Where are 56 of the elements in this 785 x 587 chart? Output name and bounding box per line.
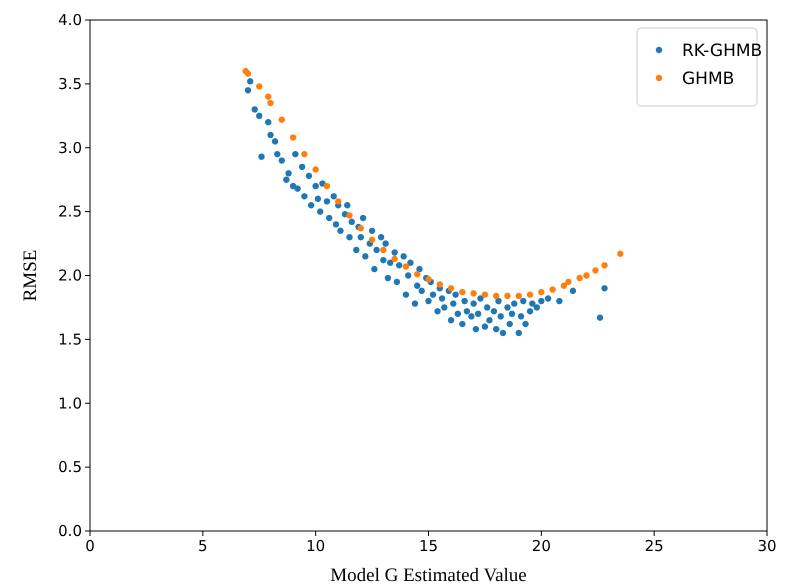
y-tick-label: 1.5 bbox=[58, 330, 82, 348]
x-axis-title: Model G Estimated Value bbox=[330, 565, 527, 586]
point bbox=[301, 150, 308, 158]
point bbox=[267, 100, 274, 106]
legend-label: RK-GHMB bbox=[682, 41, 762, 61]
point bbox=[414, 271, 420, 278]
x-tick-label: 5 bbox=[198, 537, 208, 555]
point bbox=[565, 278, 572, 286]
point bbox=[493, 292, 500, 300]
point bbox=[576, 274, 583, 282]
y-tick-label: 0.5 bbox=[58, 458, 82, 476]
point bbox=[482, 291, 488, 298]
x-tick-label: 15 bbox=[418, 537, 438, 555]
point bbox=[583, 272, 590, 279]
point bbox=[560, 282, 568, 289]
point bbox=[617, 250, 624, 257]
point bbox=[278, 116, 286, 123]
point bbox=[324, 182, 330, 190]
point bbox=[448, 285, 454, 292]
legend-label: GHMB bbox=[682, 69, 734, 89]
point bbox=[538, 288, 545, 296]
y-tick-label: 3.5 bbox=[58, 74, 82, 93]
point bbox=[256, 83, 262, 90]
y-tick-label: 1.0 bbox=[58, 394, 82, 412]
point bbox=[425, 276, 432, 283]
point bbox=[601, 262, 608, 268]
point bbox=[526, 291, 534, 298]
y-axis-title: RMSE bbox=[20, 250, 41, 302]
point bbox=[592, 267, 599, 274]
point bbox=[290, 134, 296, 141]
x-tick-label: 20 bbox=[532, 537, 551, 555]
point bbox=[516, 292, 522, 300]
point bbox=[459, 288, 466, 296]
y-tick-label: 2.0 bbox=[58, 266, 82, 284]
y-tick-label: 4.0 bbox=[58, 11, 82, 29]
y-tick-label: 3.0 bbox=[58, 138, 82, 157]
x-tick-label: 0 bbox=[85, 537, 95, 555]
point bbox=[368, 236, 376, 243]
x-tick-label: 25 bbox=[644, 537, 664, 555]
point bbox=[346, 212, 353, 219]
point bbox=[312, 166, 319, 173]
y-tick-label: 0.0 bbox=[58, 522, 82, 540]
point bbox=[504, 292, 511, 300]
y-tick-label: 2.5 bbox=[58, 202, 82, 221]
point bbox=[358, 225, 364, 232]
point bbox=[391, 256, 398, 262]
point bbox=[436, 281, 443, 288]
point bbox=[244, 70, 252, 77]
point bbox=[335, 198, 342, 205]
point bbox=[402, 263, 410, 270]
point bbox=[549, 286, 556, 293]
point bbox=[380, 246, 387, 254]
x-tick-label: 10 bbox=[306, 537, 326, 555]
point bbox=[265, 93, 272, 100]
x-tick-label: 30 bbox=[757, 537, 777, 555]
point bbox=[470, 290, 477, 297]
